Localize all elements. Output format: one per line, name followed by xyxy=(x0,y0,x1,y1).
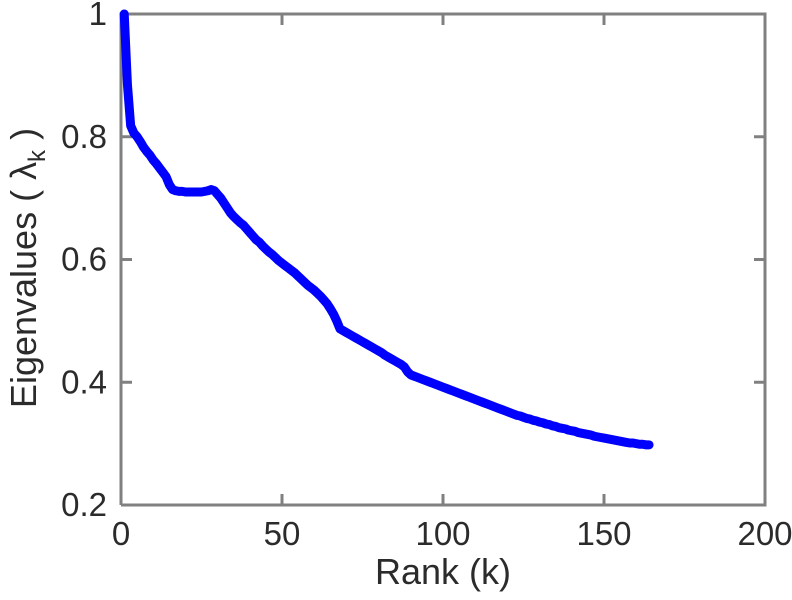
axes-frame xyxy=(119,12,767,507)
series-marker xyxy=(645,441,653,449)
x-tick-label: 150 xyxy=(576,515,631,552)
series-marker xyxy=(123,81,131,89)
x-tick-label: 0 xyxy=(112,515,130,552)
y-axis-ticks: 0.2 0.4 0.6 0.8 1 xyxy=(61,0,765,523)
y-tick-label: 0.8 xyxy=(61,118,107,155)
x-tick-label: 50 xyxy=(264,515,301,552)
data-series-group xyxy=(119,9,654,450)
y-axis-title: Eigenvalues ( λk ) xyxy=(3,128,51,408)
x-tick-label: 200 xyxy=(737,515,792,552)
series-marker xyxy=(127,122,135,130)
y-axis-title-main: Eigenvalues ( λk ) xyxy=(3,128,51,408)
x-tick-label: 100 xyxy=(415,515,470,552)
y-tick-label: 1 xyxy=(89,0,107,32)
y-tick-label: 0.2 xyxy=(61,486,107,523)
axes-box xyxy=(119,12,767,507)
series-marker xyxy=(162,173,170,181)
x-axis-title: Rank (k) xyxy=(375,551,511,592)
series-marker xyxy=(136,138,144,146)
series-marker xyxy=(333,317,341,325)
series-line xyxy=(119,9,654,450)
y-tick-label: 0.4 xyxy=(61,363,107,400)
series-marker xyxy=(120,10,128,18)
x-axis-ticks: 0 50 100 150 200 xyxy=(112,14,792,552)
series-marker xyxy=(326,305,334,313)
y-tick-label: 0.6 xyxy=(61,241,107,278)
series-marker xyxy=(330,310,338,318)
